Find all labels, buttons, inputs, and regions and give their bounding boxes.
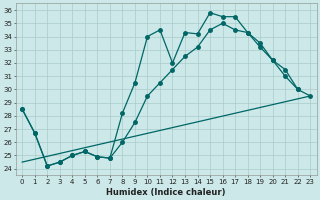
X-axis label: Humidex (Indice chaleur): Humidex (Indice chaleur) — [107, 188, 226, 197]
